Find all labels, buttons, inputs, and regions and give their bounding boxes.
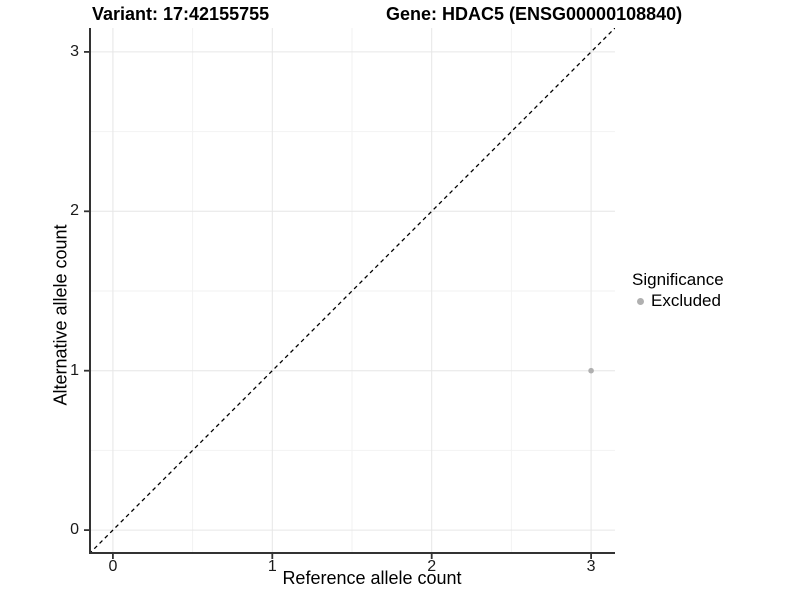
y-axis-title: Alternative allele count <box>50 224 71 406</box>
y-tick-label: 2 <box>70 202 79 220</box>
y-tick-label: 1 <box>70 361 79 379</box>
y-tick-label: 0 <box>70 521 79 539</box>
excluded-point-icon <box>637 297 644 305</box>
gene-title: Gene: HDAC5 (ENSG00000108840) <box>386 4 683 24</box>
variant-title: Variant: 17:42155755 <box>92 4 270 24</box>
legend-item-label: Excluded <box>651 291 721 310</box>
x-tick-label: 1 <box>267 558 277 575</box>
x-axis-title: Reference allele count <box>282 568 462 588</box>
x-tick-label: 0 <box>108 558 118 575</box>
legend-item-excluded: Excluded <box>630 291 724 311</box>
legend-title: Significance <box>632 270 724 289</box>
x-tick-label: 2 <box>427 558 437 575</box>
identity-reference-line <box>89 28 615 554</box>
y-tick-label: 3 <box>70 42 79 60</box>
data-point <box>588 367 594 374</box>
x-tick-label: 3 <box>586 558 596 575</box>
legend: Significance Excluded <box>630 270 724 311</box>
